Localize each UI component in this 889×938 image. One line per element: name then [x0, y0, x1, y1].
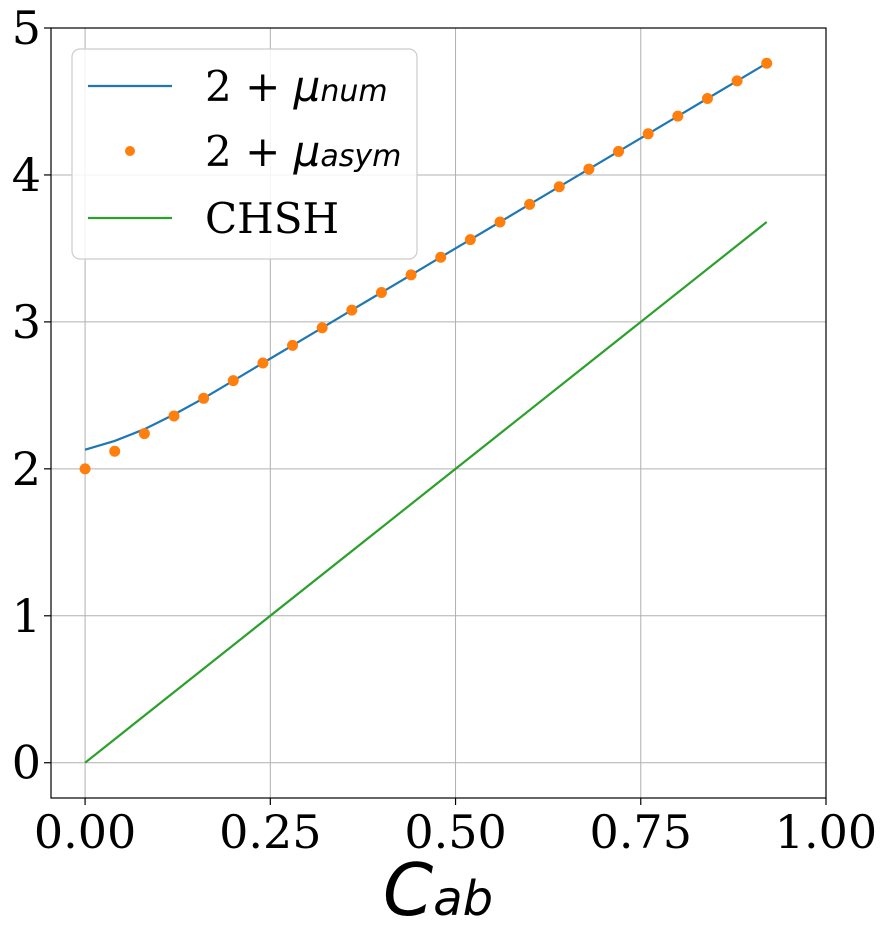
x-tick-label: 0.50	[404, 805, 506, 859]
y-tick-label: 0	[12, 736, 41, 790]
series-point-1	[287, 339, 299, 351]
legend-label-chsh: CHSH	[205, 194, 339, 243]
series-point-1	[198, 392, 210, 404]
y-tick-label: 5	[12, 1, 41, 55]
series-point-1	[435, 251, 447, 263]
series-point-1	[346, 304, 358, 316]
x-axis-label: Cab	[383, 848, 493, 932]
series-point-1	[642, 128, 654, 140]
series-layer	[79, 57, 773, 764]
series-point-1	[731, 75, 743, 87]
legend-label-num: 2 + μnum	[205, 62, 388, 111]
legend-label-asym: 2 + μasym	[205, 127, 401, 176]
series-point-1	[168, 410, 180, 422]
series-point-1	[701, 93, 713, 105]
series-point-1	[672, 110, 684, 122]
series-point-1	[79, 463, 91, 475]
series-point-1	[613, 145, 625, 157]
series-point-1	[405, 269, 417, 281]
legend-box	[71, 48, 418, 260]
y-tick-label: 3	[12, 295, 41, 349]
ticks: 0.00 0.25 0.50 0.75 1.00 0 1 2 3 4 5	[12, 1, 877, 859]
series-line-0	[84, 62, 768, 451]
series-point-1	[524, 198, 536, 210]
legend-swatch-asym	[125, 146, 135, 156]
legend: 2 + μnum 2 + μasym CHSH	[71, 48, 418, 260]
series-point-1	[316, 322, 328, 334]
x-tick-label: 0.00	[34, 805, 136, 859]
series-point-1	[257, 357, 269, 369]
series-point-1	[375, 287, 387, 299]
y-tick-label: 4	[12, 148, 41, 202]
series-point-1	[583, 163, 595, 175]
series-point-1	[464, 234, 476, 246]
series-point-1	[553, 181, 565, 193]
y-tick-label: 1	[12, 589, 41, 643]
series-point-1	[494, 216, 506, 228]
plot-frame	[50, 27, 827, 799]
series-point-1	[761, 57, 773, 69]
x-tick-label: 0.75	[590, 805, 692, 859]
x-tick-label: 1.00	[775, 805, 877, 859]
series-point-1	[138, 428, 150, 440]
y-tick-label: 2	[12, 442, 41, 496]
series-point-1	[227, 375, 239, 387]
series-line-2	[84, 221, 768, 764]
x-tick-label: 0.25	[219, 805, 321, 859]
series-point-1	[109, 445, 121, 457]
